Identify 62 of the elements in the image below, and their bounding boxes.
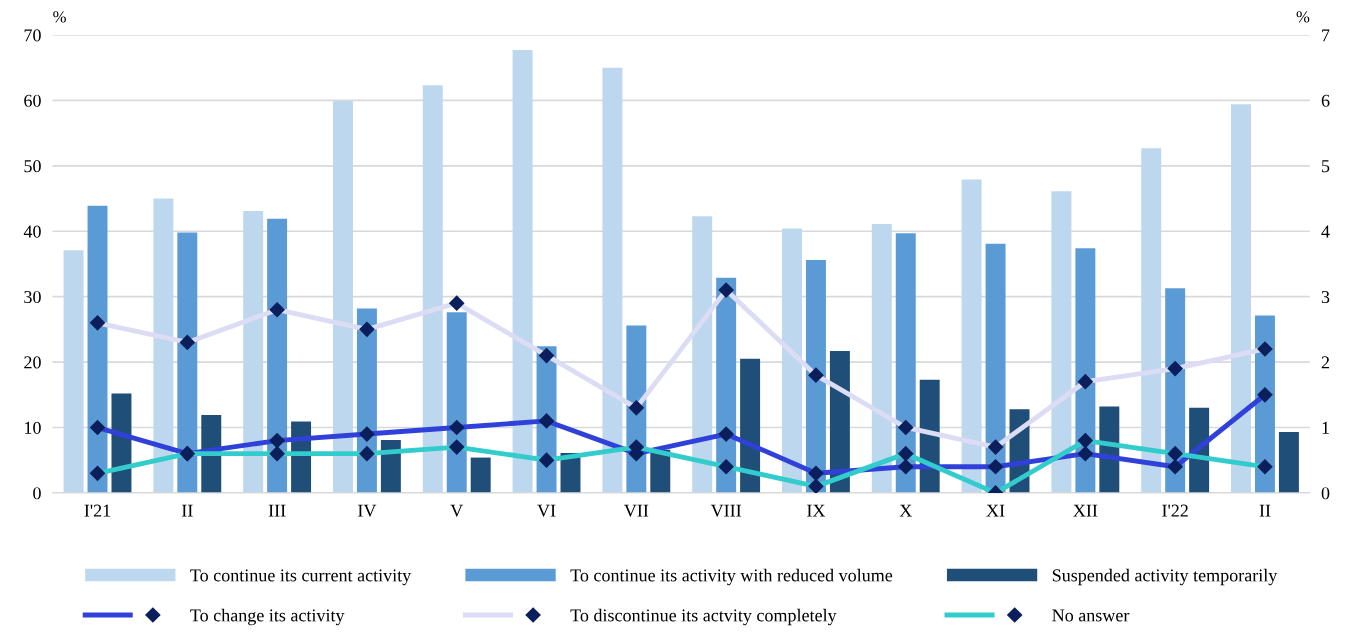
bar xyxy=(961,179,982,493)
bar xyxy=(1231,104,1252,493)
y-tick-label: 30 xyxy=(24,290,41,304)
x-tick-label: VI xyxy=(537,504,556,517)
bar xyxy=(895,233,916,493)
y-tick-label: 60 xyxy=(24,94,41,107)
bar xyxy=(740,358,761,493)
bar xyxy=(177,232,198,493)
y-tick-label: 40 xyxy=(23,225,41,238)
x-tick-label: I'22 xyxy=(1162,504,1188,517)
legend-label: To discontinue its actvity completely xyxy=(570,608,837,626)
bar xyxy=(512,50,533,493)
bar xyxy=(1075,248,1096,493)
y-tick-label: 70 xyxy=(24,29,41,42)
x-tick-label: XI xyxy=(986,504,1005,517)
bar xyxy=(267,218,288,493)
y2-tick-label: 1 xyxy=(1322,421,1329,434)
legend-label: Suspended activity temporarily xyxy=(1052,568,1278,586)
bar xyxy=(985,243,1006,493)
bar xyxy=(153,198,174,493)
bar xyxy=(243,210,264,493)
x-tick-label: VII xyxy=(624,504,649,517)
x-tick-label: V xyxy=(450,504,464,517)
x-tick-label: IX xyxy=(807,504,826,517)
x-tick-label: VIII xyxy=(710,504,742,517)
legend-label: To change its activity xyxy=(190,608,345,626)
x-tick-label: XII xyxy=(1073,504,1098,517)
y2-tick-label: 3 xyxy=(1321,290,1330,304)
bar xyxy=(87,205,108,493)
y2-axis-title: % xyxy=(1296,11,1310,23)
bar xyxy=(446,312,467,493)
x-tick-label: I'21 xyxy=(84,504,111,517)
y2-tick-label: 2 xyxy=(1321,356,1330,369)
bar xyxy=(470,457,491,493)
x-tick-label: II xyxy=(181,504,193,517)
bar xyxy=(602,67,623,493)
bar xyxy=(1051,191,1072,493)
bar xyxy=(782,228,802,493)
y2-tick-label: 7 xyxy=(1322,29,1330,42)
bar xyxy=(871,224,892,493)
bar xyxy=(1278,432,1299,493)
y2-tick-label: 4 xyxy=(1321,225,1330,238)
bar xyxy=(333,101,353,493)
bar xyxy=(1141,148,1162,493)
x-tick-label: II xyxy=(1259,504,1271,517)
y-tick-label: 10 xyxy=(25,421,41,434)
bar xyxy=(422,85,443,493)
y2-tick-label: 0 xyxy=(1321,487,1330,500)
legend-label: To continue its activity with reduced volume xyxy=(570,568,893,586)
bar xyxy=(692,216,713,493)
y-axis-title: % xyxy=(53,11,66,23)
y-tick-label: 50 xyxy=(24,160,41,173)
y2-tick-label: 6 xyxy=(1321,94,1330,107)
legend-label: To continue its current activity xyxy=(190,569,412,586)
y-tick-label: 20 xyxy=(24,356,41,369)
y-tick-label: 0 xyxy=(33,487,41,500)
x-tick-label: III xyxy=(268,504,286,517)
x-tick-label: IV xyxy=(358,504,377,517)
y2-tick-label: 5 xyxy=(1322,160,1330,173)
x-tick-label: X xyxy=(899,504,912,517)
bar xyxy=(63,250,84,493)
legend-label: No answer xyxy=(1052,609,1130,622)
